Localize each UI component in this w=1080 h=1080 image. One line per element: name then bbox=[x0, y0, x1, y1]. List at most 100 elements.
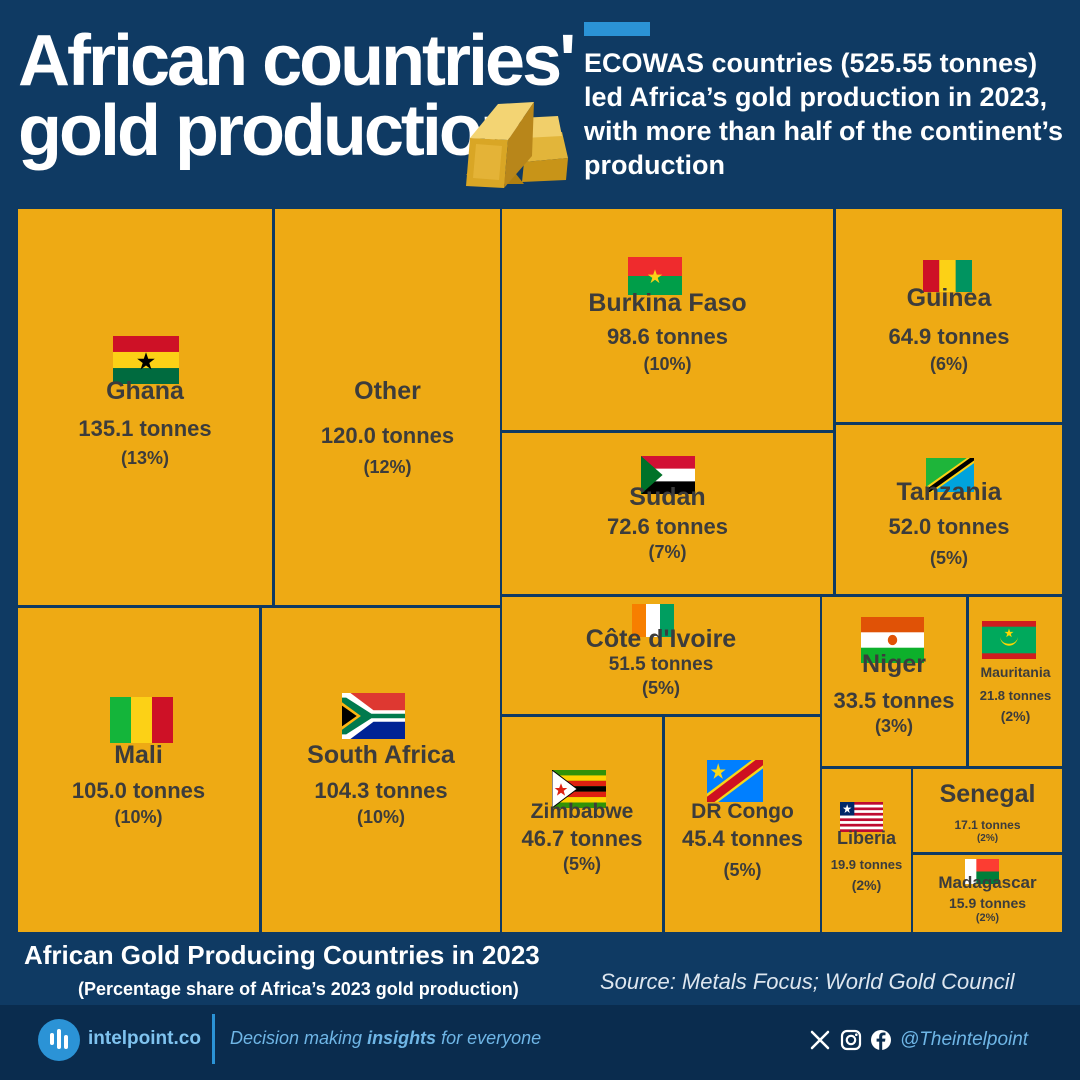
tanzania-flag-icon bbox=[926, 458, 974, 492]
burkina-faso-flag-icon bbox=[628, 257, 682, 295]
tile-share: (2%) bbox=[976, 833, 999, 844]
treemap-tile-mali: Mali 105.0 tonnes (10%) bbox=[18, 608, 259, 932]
tile-name: Côte d'Ivoire bbox=[585, 625, 737, 653]
tile-value: 17.1 tonnes bbox=[954, 817, 1021, 832]
footer-divider bbox=[212, 1014, 215, 1064]
title-line-1: African countries' bbox=[18, 21, 576, 101]
treemap-tile-tanzania: Tanzania 52.0 tonnes (5%) bbox=[836, 425, 1062, 594]
tile-share: (10%) bbox=[643, 354, 692, 375]
tile-name: Burkina Faso bbox=[588, 289, 747, 317]
zimbabwe-flag-icon bbox=[552, 770, 606, 808]
x-icon[interactable] bbox=[809, 1029, 831, 1051]
tile-share: (10%) bbox=[114, 807, 163, 828]
tile-name: South Africa bbox=[307, 741, 455, 769]
tile-name: Mauritania bbox=[980, 663, 1051, 680]
gold-bars-icon bbox=[466, 102, 568, 188]
tile-value: 33.5 tonnes bbox=[833, 687, 955, 713]
madagascar-flag-icon bbox=[965, 859, 999, 884]
tile-value: 104.3 tonnes bbox=[314, 777, 448, 803]
treemap-tile-ghana: Ghana 135.1 tonnes (13%) bbox=[18, 209, 272, 605]
brand-link[interactable]: intelpoint.co bbox=[88, 1028, 201, 1049]
niger-flag-icon bbox=[861, 617, 924, 663]
tile-name: Niger bbox=[862, 650, 926, 678]
tile-name: DR Congo bbox=[691, 800, 794, 824]
page-title: African countries' gold production bbox=[18, 21, 578, 171]
tile-share: (12%) bbox=[363, 457, 412, 478]
tile-share: (7%) bbox=[648, 542, 687, 563]
tile-value: 52.0 tonnes bbox=[888, 513, 1010, 539]
treemap-tile-c-te-d-ivoire: Côte d'Ivoire 51.5 tonnes (5%) bbox=[502, 597, 820, 714]
tile-name: Ghana bbox=[106, 377, 184, 405]
cote-divoire-flag-icon bbox=[632, 604, 674, 637]
tile-value: 15.9 tonnes bbox=[948, 894, 1027, 911]
treemap-tile-dr-congo: DR Congo 45.4 tonnes (5%) bbox=[665, 717, 820, 932]
south-africa-flag-icon bbox=[342, 693, 405, 739]
treemap-tile-mauritania: Mauritania 21.8 tonnes (2%) bbox=[969, 597, 1062, 766]
treemap-tile-other: Other 120.0 tonnes (12%) bbox=[275, 209, 500, 605]
tile-name: Mali bbox=[114, 741, 163, 769]
tile-value: 105.0 tonnes bbox=[71, 777, 206, 803]
ghana-flag-icon bbox=[113, 336, 179, 384]
tagline-end: for everyone bbox=[436, 1028, 542, 1048]
tile-value: 51.5 tonnes bbox=[608, 653, 714, 675]
tile-name: Guinea bbox=[906, 284, 992, 312]
treemap-tile-senegal: Senegal 17.1 tonnes (2%) bbox=[913, 769, 1062, 852]
title-line-2: gold production bbox=[18, 91, 524, 171]
tile-share: (6%) bbox=[929, 354, 968, 375]
footer-bar bbox=[0, 1005, 1080, 1080]
tile-name: Tanzania bbox=[896, 478, 1002, 506]
treemap-tile-south-africa: South Africa 104.3 tonnes (10%) bbox=[262, 608, 500, 932]
treemap-tile-sudan: Sudan 72.6 tonnes (7%) bbox=[502, 433, 833, 594]
treemap-tile-guinea: Guinea 64.9 tonnes (6%) bbox=[836, 209, 1062, 422]
accent-bar bbox=[584, 22, 650, 36]
mauritania-flag-icon bbox=[982, 621, 1036, 659]
tile-share: (5%) bbox=[723, 860, 762, 881]
guinea-flag-icon bbox=[923, 260, 972, 292]
tile-share: (5%) bbox=[562, 854, 601, 875]
tile-value: 120.0 tonnes bbox=[320, 422, 455, 448]
treemap-tile-burkina-faso: Burkina Faso 98.6 tonnes (10%) bbox=[502, 209, 833, 430]
treemap-tile-madagascar: Madagascar 15.9 tonnes (2%) bbox=[913, 855, 1062, 932]
tagline: Decision making insights for everyone bbox=[230, 1028, 541, 1049]
tile-share: (2%) bbox=[851, 876, 882, 893]
treemap-tile-zimbabwe: Zimbabwe 46.7 tonnes (5%) bbox=[502, 717, 662, 932]
tile-value: 19.9 tonnes bbox=[830, 857, 903, 873]
tile-share: (5%) bbox=[929, 548, 968, 569]
tile-share: (5%) bbox=[641, 678, 680, 699]
mali-flag-icon bbox=[110, 697, 173, 743]
source-note: Source: Metals Focus; World Gold Council bbox=[600, 969, 1015, 994]
tile-name: Sudan bbox=[629, 483, 706, 511]
tile-value: 64.9 tonnes bbox=[888, 323, 1010, 349]
tile-value: 46.7 tonnes bbox=[521, 825, 643, 851]
tile-share: (3%) bbox=[874, 716, 913, 737]
facebook-icon[interactable] bbox=[870, 1029, 892, 1051]
headline-subtitle: ECOWAS countries (525.55 tonnes) led Afr… bbox=[584, 48, 1063, 180]
tile-value: 98.6 tonnes bbox=[606, 323, 729, 349]
liberia-flag-icon bbox=[840, 802, 883, 832]
tile-name: Senegal bbox=[939, 780, 1036, 808]
tile-share: (10%) bbox=[356, 807, 405, 828]
tile-name: Other bbox=[354, 377, 421, 405]
tile-value: 135.1 tonnes bbox=[78, 415, 212, 441]
tile-name: Zimbabwe bbox=[530, 800, 634, 824]
chart-title: African Gold Producing Countries in 2023 bbox=[24, 940, 540, 970]
intelpoint-logo-icon bbox=[38, 1019, 80, 1061]
tagline-bold: insights bbox=[367, 1028, 437, 1048]
chart-subtitle: (Percentage share of Africa’s 2023 gold … bbox=[78, 979, 519, 999]
tile-name: Madagascar bbox=[938, 872, 1037, 892]
tile-value: 21.8 tonnes bbox=[979, 688, 1052, 704]
tile-share: (2%) bbox=[1000, 707, 1031, 724]
social-handle[interactable]: @Theintelpoint bbox=[900, 1029, 1029, 1050]
treemap-tile-liberia: Liberia 19.9 tonnes (2%) bbox=[822, 769, 911, 932]
sudan-flag-icon bbox=[641, 456, 695, 494]
tile-value: 72.6 tonnes bbox=[606, 513, 729, 539]
tile-share: (13%) bbox=[120, 448, 169, 469]
treemap-tile-niger: Niger 33.5 tonnes (3%) bbox=[822, 597, 966, 766]
tile-value: 45.4 tonnes bbox=[681, 825, 804, 851]
tile-name: Liberia bbox=[836, 828, 897, 849]
tile-share: (2%) bbox=[975, 912, 1000, 925]
instagram-icon[interactable] bbox=[840, 1029, 862, 1051]
dr-congo-flag-icon bbox=[707, 760, 763, 802]
tagline-start: Decision making bbox=[230, 1028, 368, 1048]
